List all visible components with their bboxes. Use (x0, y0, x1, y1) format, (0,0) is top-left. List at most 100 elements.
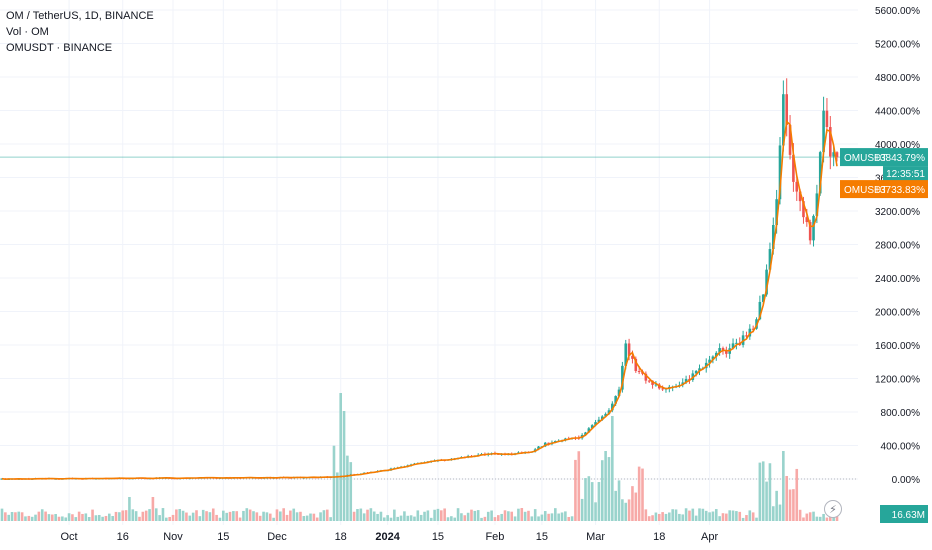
candle-body (708, 359, 711, 363)
volume-bar (248, 509, 252, 521)
volume-bar (443, 508, 446, 521)
candle-body (698, 368, 701, 371)
volume-bar (718, 516, 721, 521)
volume-bar (413, 516, 416, 521)
volume-bar (745, 515, 748, 521)
volume-bar (208, 512, 212, 521)
volume-bar (738, 511, 742, 521)
auto-scale-button[interactable]: ⚡︎ (824, 500, 842, 518)
volume-bar (175, 509, 178, 521)
volume-bar (389, 517, 393, 521)
candle-body (647, 380, 651, 382)
volume-bar (238, 517, 242, 521)
y-axis[interactable]: 5600.00% 5200.00% 4800.00% 4400.00% 4000.00%… (875, 6, 920, 486)
volume-bar (352, 511, 356, 521)
volume-bar (523, 511, 527, 521)
volume-bar (134, 511, 138, 521)
volume-bar (325, 509, 329, 521)
volume-bar (533, 509, 537, 521)
legend-title[interactable]: OM / TetherUS, 1D, BINANCE (6, 10, 154, 22)
volume-bar (631, 486, 634, 521)
x-tick-label: Mar (586, 531, 605, 543)
volume-bar (704, 510, 708, 521)
volume-bar (725, 513, 728, 521)
volume-bar (14, 512, 17, 521)
candle-body (788, 124, 792, 155)
candle-body (778, 145, 782, 200)
legend: OM / TetherUS, 1D, BINANCE Vol · OM OMUS… (6, 8, 154, 56)
y-tick-label: 800.00% (881, 408, 921, 419)
volume-bar (47, 514, 51, 521)
candle-body (812, 215, 815, 241)
candle-body (537, 446, 540, 450)
volume-bar (751, 512, 755, 521)
volume-bar (81, 513, 84, 521)
volume-bar (490, 510, 493, 521)
candle-body (611, 403, 614, 411)
volume-bar (470, 509, 473, 521)
legend-compare[interactable]: OMUSDT · BINANCE (6, 42, 113, 54)
volume-bar (94, 515, 98, 521)
x-tick-label: 2024 (375, 531, 400, 543)
volume-bar (426, 510, 430, 521)
volume-bar (302, 516, 306, 521)
volume-bar (624, 502, 628, 521)
x-axis[interactable]: Oct 16 Nov 15 Dec 18 2024 15 Feb 15 Mar 18 Apr (61, 531, 719, 543)
volume-bar (51, 514, 54, 521)
volume-bar (275, 509, 279, 521)
x-tick-label: 18 (653, 531, 665, 543)
volume-bar (262, 511, 265, 521)
volume-bar (711, 511, 715, 521)
volume-bar (322, 510, 326, 521)
x-tick-label: 16 (117, 531, 129, 543)
volume-bar (67, 513, 71, 521)
volume-bar (27, 515, 31, 521)
candle-body (835, 152, 839, 158)
candle-body (765, 269, 768, 295)
candle-body (815, 193, 819, 216)
y-tick-label: 2400.00% (875, 274, 920, 285)
volume-bar (339, 393, 342, 521)
main-price-tag (840, 148, 928, 167)
volume-bar (289, 510, 292, 521)
volume-bar (181, 510, 185, 521)
legend-volume[interactable]: Vol · OM (6, 26, 49, 38)
volume-bar (446, 517, 450, 521)
candle-body (594, 422, 597, 426)
volume-bar (721, 513, 725, 521)
volume-bar (91, 509, 94, 521)
volume-bar (138, 516, 141, 521)
volume-bar (439, 510, 443, 521)
candle-body (711, 356, 715, 360)
volume-bar (84, 513, 88, 521)
volume-bar (419, 514, 423, 521)
volume-bar (701, 508, 705, 521)
volume-bar (664, 513, 668, 521)
volume-bar (567, 516, 571, 521)
volume-bar (607, 457, 611, 521)
volume-bar (141, 511, 145, 521)
compare-symbol-label: OMUSDT (844, 185, 887, 196)
candle-body (614, 396, 617, 404)
volume-bar (641, 468, 644, 521)
volume-bar (463, 515, 467, 521)
volume-bar (674, 509, 678, 521)
y-tick-label: 2800.00% (875, 241, 920, 252)
volume-bar (205, 511, 208, 521)
volume-bar (312, 513, 316, 521)
volume-bar (480, 517, 483, 521)
candle-body (775, 199, 778, 226)
volume-bars (0, 393, 839, 521)
volume-bar (614, 490, 617, 521)
volume-bar (406, 515, 410, 521)
volume-bar (798, 509, 802, 521)
x-tick-label: Dec (267, 531, 287, 543)
volume-bar (775, 490, 778, 521)
candle-body (597, 419, 601, 423)
candle-body (731, 343, 735, 349)
volume-bar (788, 489, 792, 521)
volume-bar (349, 462, 353, 521)
volume-bar (77, 511, 81, 521)
candle-body (694, 370, 698, 374)
